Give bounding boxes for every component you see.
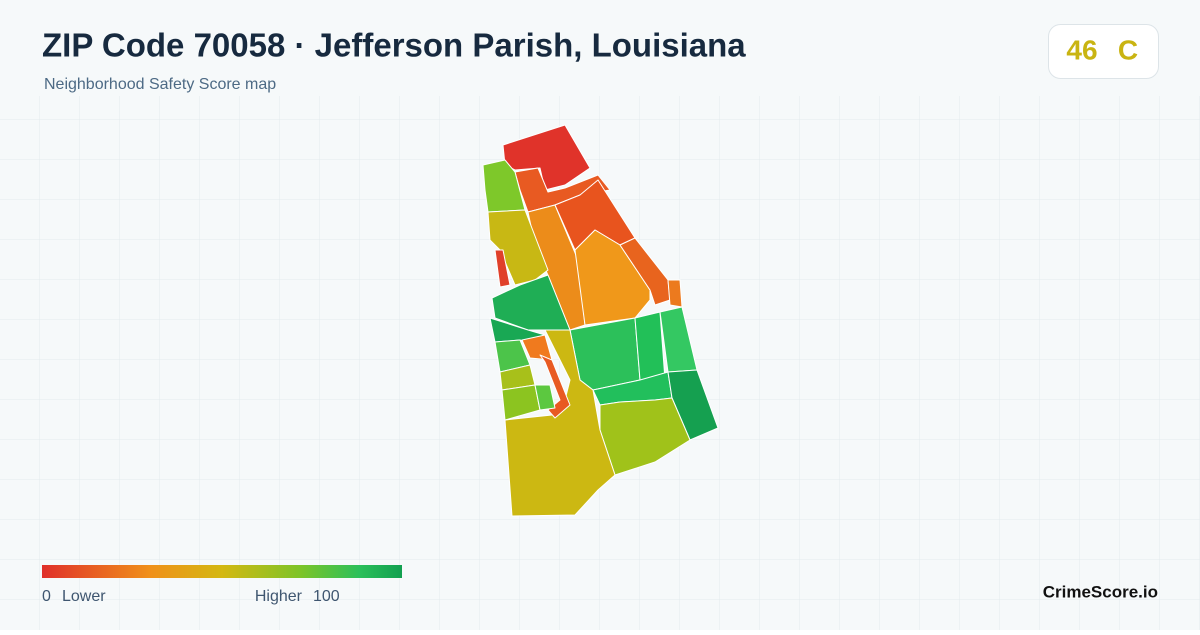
legend-min-label: Lower xyxy=(62,588,106,605)
zip-map xyxy=(482,124,719,517)
legend-scale xyxy=(42,565,402,578)
title: ZIP Code 70058 · Jefferson Parish, Louis… xyxy=(42,27,746,64)
score-value: 46 xyxy=(1066,34,1097,65)
score-grade: C xyxy=(1118,34,1138,65)
legend-max-label: Higher xyxy=(255,588,303,605)
score-badge xyxy=(1048,24,1159,79)
brand: CrimeScore.io xyxy=(1043,582,1158,601)
legend-max: 100 xyxy=(313,588,340,605)
subtitle: Neighborhood Safety Score map xyxy=(44,76,276,93)
legend-min: 0 xyxy=(42,588,51,605)
